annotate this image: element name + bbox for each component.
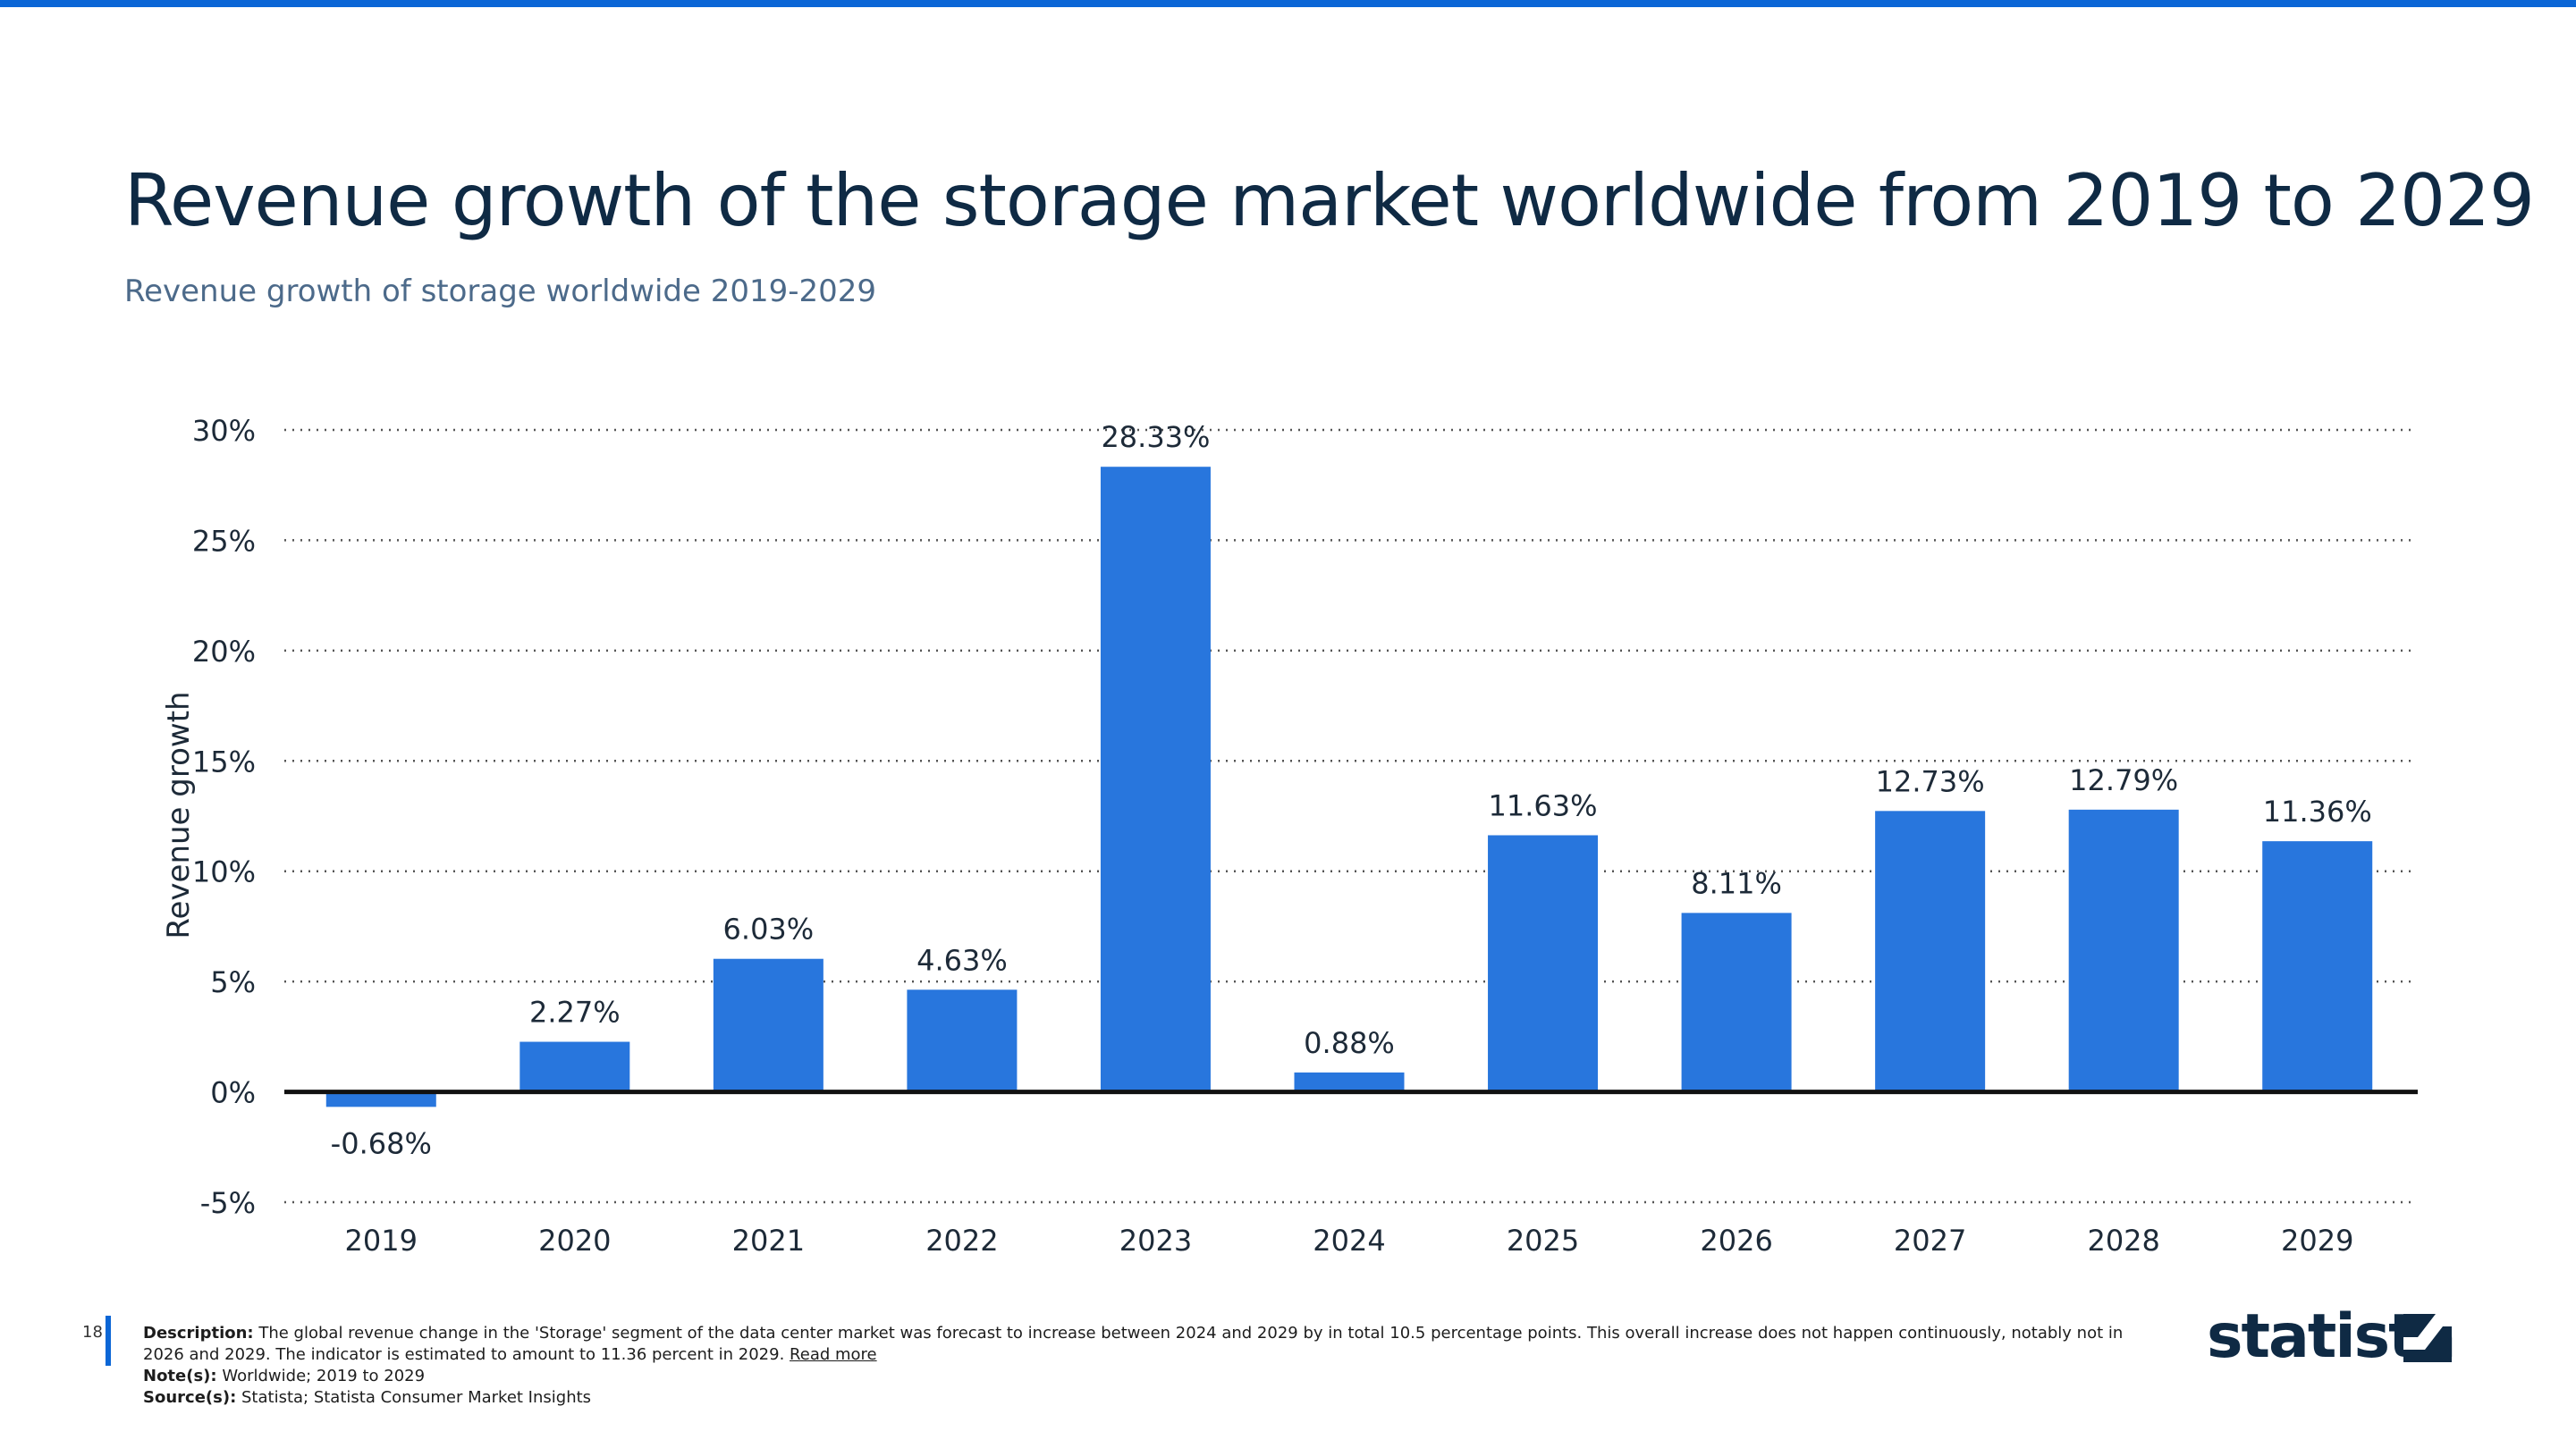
bar [1875, 811, 1986, 1092]
bar [1100, 467, 1211, 1092]
x-tick-label: 2022 [925, 1224, 998, 1258]
x-tick-label: 2027 [1894, 1224, 1966, 1258]
page-marker [106, 1316, 111, 1366]
x-tick-label: 2021 [732, 1224, 805, 1258]
data-labels: -0.68% 2.27% 6.03% 4.63% 28.33% 0.88% 11.63% 8.… [331, 420, 2372, 1160]
data-label: -0.68% [331, 1126, 432, 1160]
x-tick-label: 2029 [2281, 1224, 2353, 1258]
data-label: 4.63% [916, 943, 1008, 977]
data-label: 11.36% [2263, 795, 2372, 829]
page-number: 18 [82, 1323, 103, 1342]
y-tick-label: 10% [192, 855, 256, 889]
bar-chart: -5% 0% 5% 10% 15% 20% 25% 30% -0.68% 2.27% 6.03% 4… [161, 414, 2418, 1258]
bar [2068, 809, 2179, 1092]
bar [907, 989, 1018, 1092]
data-label: 28.33% [1101, 420, 1210, 454]
grid-lines [284, 428, 2414, 1204]
description-line: Description: The global revenue change i… [143, 1323, 2128, 1366]
x-tick-label: 2023 [1119, 1224, 1192, 1258]
x-tick-label: 2024 [1313, 1224, 1385, 1258]
bar [1681, 913, 1792, 1092]
x-axis-ticks: 2019 2020 2021 2022 2023 2024 2025 2026 2027 2028… [345, 1224, 2354, 1258]
chart-subtitle: Revenue growth of storage worldwide 2019… [124, 274, 877, 309]
description-label: Description: [143, 1324, 254, 1343]
y-tick-label: 20% [192, 635, 256, 669]
y-tick-label: 15% [192, 745, 256, 779]
y-tick-label: 25% [192, 524, 256, 558]
y-tick-label: -5% [200, 1186, 256, 1220]
chart-title: Revenue growth of the storage market wor… [124, 159, 2535, 242]
y-tick-label: 0% [210, 1076, 256, 1110]
data-label: 0.88% [1304, 1026, 1395, 1060]
data-label: 12.73% [1876, 764, 1985, 798]
data-label: 11.63% [1489, 788, 1598, 822]
bar [519, 1041, 630, 1092]
y-axis-ticks: -5% 0% 5% 10% 15% 20% 25% 30% [192, 414, 256, 1220]
source-text: Statista; Statista Consumer Market Insig… [241, 1388, 592, 1407]
bar [2262, 841, 2373, 1092]
top-accent-bar [0, 0, 2576, 7]
bar [325, 1091, 436, 1107]
x-tick-label: 2028 [2087, 1224, 2159, 1258]
y-axis-label: Revenue growth [161, 691, 197, 939]
x-tick-label: 2025 [1507, 1224, 1579, 1258]
note-line: Note(s): Worldwide; 2019 to 2029 [143, 1366, 2128, 1387]
y-tick-label: 5% [210, 965, 256, 999]
x-tick-label: 2020 [538, 1224, 611, 1258]
bar [713, 958, 823, 1092]
data-label: 6.03% [723, 913, 815, 947]
statista-logo-icon [2403, 1314, 2452, 1362]
x-tick-label: 2019 [345, 1224, 418, 1258]
description-text: The global revenue change in the 'Storag… [143, 1324, 2124, 1364]
x-tick-label: 2026 [1700, 1224, 1772, 1258]
bar [1488, 835, 1599, 1092]
footer-notes: Description: The global revenue change i… [143, 1323, 2128, 1409]
bar [1294, 1072, 1405, 1092]
bars [325, 467, 2373, 1107]
read-more-link[interactable]: Read more [790, 1345, 877, 1364]
note-text: Worldwide; 2019 to 2029 [222, 1367, 426, 1385]
data-label: 8.11% [1691, 866, 1782, 900]
data-label: 2.27% [529, 996, 621, 1030]
y-tick-label: 30% [192, 414, 256, 448]
data-label: 12.79% [2069, 763, 2178, 797]
source-line: Source(s): Statista; Statista Consumer M… [143, 1387, 2128, 1409]
note-label: Note(s): [143, 1367, 217, 1385]
source-label: Source(s): [143, 1388, 237, 1407]
